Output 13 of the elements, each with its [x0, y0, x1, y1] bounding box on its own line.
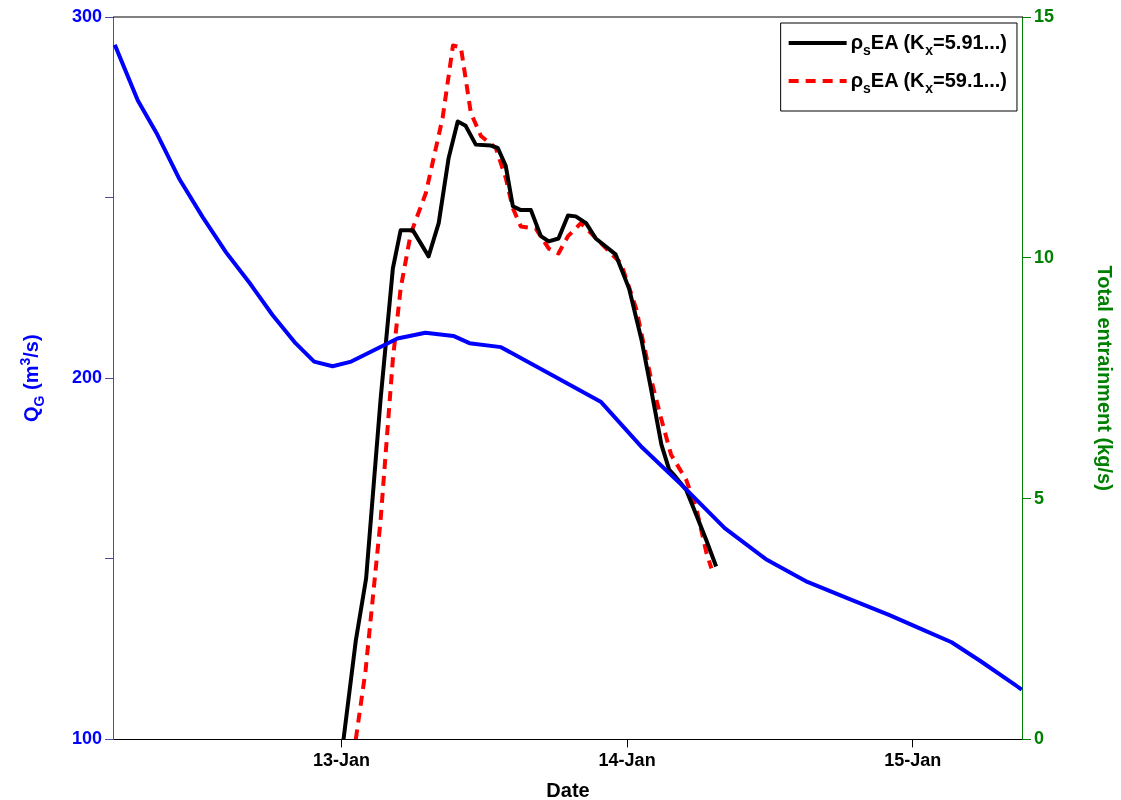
x-tick-label: 13-Jan	[312, 750, 371, 771]
x-axis-title: Date	[546, 779, 590, 800]
x-tick-label: 15-Jan	[884, 750, 942, 771]
y2-tick-label: 10	[1033, 246, 1055, 267]
y-tick-label: 300	[71, 5, 103, 26]
y-axis-title: QG (m3/s)	[17, 334, 47, 422]
y2-tick-label: 5	[1033, 487, 1044, 508]
y2-axis-title: Total entrainment (kg/s)	[1093, 265, 1116, 491]
y2-tick-label: 15	[1033, 5, 1055, 26]
y-tick-label: 200	[71, 367, 103, 388]
y2-tick-label: 0	[1033, 728, 1044, 749]
x-tick-label: 14-Jan	[598, 750, 656, 771]
y-tick-label: 100	[71, 728, 103, 749]
